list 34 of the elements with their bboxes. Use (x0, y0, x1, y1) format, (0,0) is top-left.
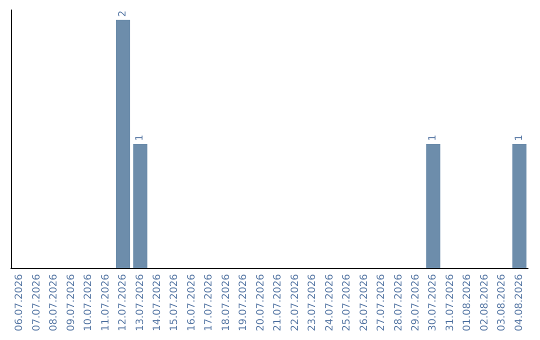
x-tick-label: 28.07.2026 (393, 274, 404, 332)
x-tick-label: 16.07.2026 (186, 274, 198, 332)
x-tick-label: 19.07.2026 (238, 274, 250, 332)
x-tick-label: 22.07.2026 (290, 274, 301, 332)
x-tick-label: 11.07.2026 (100, 274, 112, 332)
x-tick-label: 29.07.2026 (410, 274, 422, 332)
x-tick-label: 01.08.2026 (462, 274, 474, 332)
x-tick-label: 12.07.2026 (118, 274, 129, 332)
x-tick-label: 04.08.2026 (514, 274, 525, 332)
x-tick-label: 03.08.2026 (496, 274, 508, 332)
x-tick-label: 17.07.2026 (204, 274, 215, 332)
data-label: 1 (134, 134, 146, 141)
x-tick-label: 24.07.2026 (324, 274, 336, 332)
x-tick-label: 02.08.2026 (479, 274, 490, 332)
data-label: 1 (428, 134, 439, 141)
x-tick-label: 06.07.2026 (14, 274, 26, 332)
x-tick-label: 07.07.2026 (31, 274, 42, 332)
x-tick-label: 25.07.2026 (342, 274, 353, 332)
x-tick-label: 14.07.2026 (152, 274, 163, 332)
data-label: 2 (117, 10, 128, 17)
x-tick-label: 31.07.2026 (444, 274, 456, 332)
x-tick-label: 09.07.2026 (66, 274, 77, 332)
x-tick-label: 10.07.2026 (83, 274, 94, 332)
x-tick-label: 13.07.2026 (134, 274, 146, 332)
x-tick-label: 18.07.2026 (220, 274, 232, 332)
x-tick-label: 26.07.2026 (358, 274, 370, 332)
x-tick-label: 08.07.2026 (48, 274, 60, 332)
x-tick-label: 23.07.2026 (307, 274, 318, 332)
x-tick-label: 21.07.2026 (272, 274, 284, 332)
data-label: 1 (514, 134, 525, 141)
x-tick-label: 27.07.2026 (376, 274, 388, 332)
x-tick-label: 15.07.2026 (169, 274, 180, 332)
x-tick-label: 20.07.2026 (255, 274, 266, 332)
x-tick-label: 30.07.2026 (428, 274, 439, 332)
